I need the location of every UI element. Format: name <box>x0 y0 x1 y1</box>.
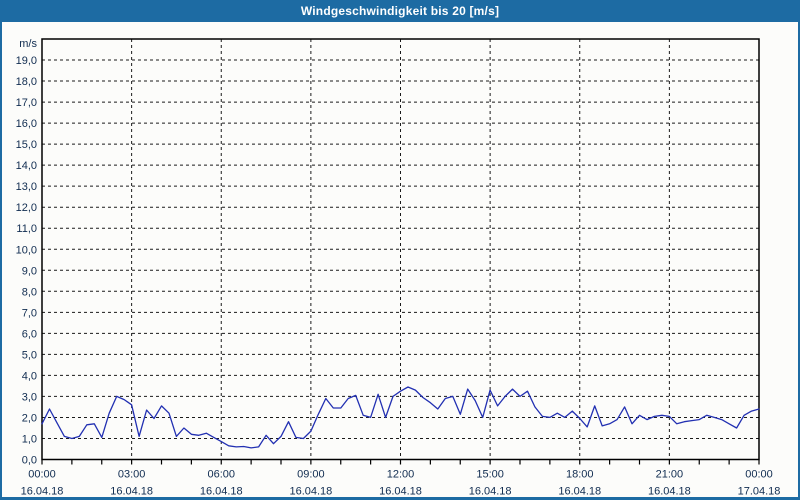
y-tick-label: 0,0 <box>22 455 37 467</box>
x-tick-time-label: 21:00 <box>656 469 684 481</box>
title-bar: Windgeschwindigkeit bis 20 [m/s] <box>2 0 798 22</box>
x-tick-time-label: 03:00 <box>118 469 146 481</box>
y-tick-label: 4,0 <box>22 370 37 382</box>
x-tick-time-label: 06:00 <box>207 469 235 481</box>
y-tick-label: 5,0 <box>22 349 37 361</box>
x-tick-date-label: 16.04.18 <box>379 486 422 498</box>
y-tick-label: 17,0 <box>16 97 37 109</box>
x-tick-time-label: 00:00 <box>745 469 773 481</box>
chart-area: m/s 0,0 1,0 2,0 3,0 4,0 5,0 6,0 7,0 8,0 9,0 10,0 11,… <box>2 22 798 498</box>
x-tick-time-label: 18:00 <box>566 469 594 481</box>
x-tick-time-label: 00:00 <box>28 469 56 481</box>
y-tick-label: 12,0 <box>16 202 37 214</box>
y-tick-label: 3,0 <box>22 391 37 403</box>
y-tick-label: 19,0 <box>16 55 37 67</box>
x-tick-date-label: 16.04.18 <box>289 486 332 498</box>
x-tick-date-label: 17.04.18 <box>738 486 781 498</box>
chart-canvas: m/s 0,0 1,0 2,0 3,0 4,0 5,0 6,0 7,0 8,0 9,0 10,0 11,… <box>16 38 781 498</box>
y-axis-labels: m/s 0,0 1,0 2,0 3,0 4,0 5,0 6,0 7,0 8,0 9,0 10,0 11,… <box>16 38 38 467</box>
y-tick-label: 16,0 <box>16 118 37 130</box>
y-tick-label: 7,0 <box>22 307 37 319</box>
y-tick-label: 13,0 <box>16 181 37 193</box>
y-tick-label: 10,0 <box>16 244 37 256</box>
x-tick-date-label: 16.04.18 <box>558 486 601 498</box>
y-tick-label: 15,0 <box>16 139 37 151</box>
x-axis-labels: 00:00 16.04.18 03:00 16.04.18 06:00 16.04.18 0… <box>21 469 781 498</box>
y-tick-label: 2,0 <box>22 412 37 424</box>
x-tick-date-label: 16.04.18 <box>200 486 243 498</box>
y-tick-label: 6,0 <box>22 328 37 340</box>
x-minor-ticks <box>41 459 760 465</box>
plot-border <box>41 38 760 461</box>
y-tick-label: 8,0 <box>22 286 37 298</box>
y-axis-unit-label: m/s <box>19 38 37 50</box>
x-tick-time-label: 15:00 <box>476 469 504 481</box>
wind-speed-line <box>41 386 760 449</box>
y-tick-label: 14,0 <box>16 160 37 172</box>
y-tick-label: 1,0 <box>22 433 37 445</box>
x-tick-time-label: 12:00 <box>387 469 415 481</box>
window-title: Windgeschwindigkeit bis 20 [m/s] <box>300 4 500 18</box>
y-tick-label: 9,0 <box>22 265 37 277</box>
x-tick-date-label: 16.04.18 <box>469 486 512 498</box>
y-tick-label: 11,0 <box>16 223 37 235</box>
x-tick-time-label: 09:00 <box>297 469 325 481</box>
x-tick-date-label: 16.04.18 <box>110 486 153 498</box>
x-tick-date-label: 16.04.18 <box>648 486 691 498</box>
y-tick-label: 18,0 <box>16 76 37 88</box>
x-gridlines <box>131 39 670 460</box>
x-tick-date-label: 16.04.18 <box>21 486 64 498</box>
